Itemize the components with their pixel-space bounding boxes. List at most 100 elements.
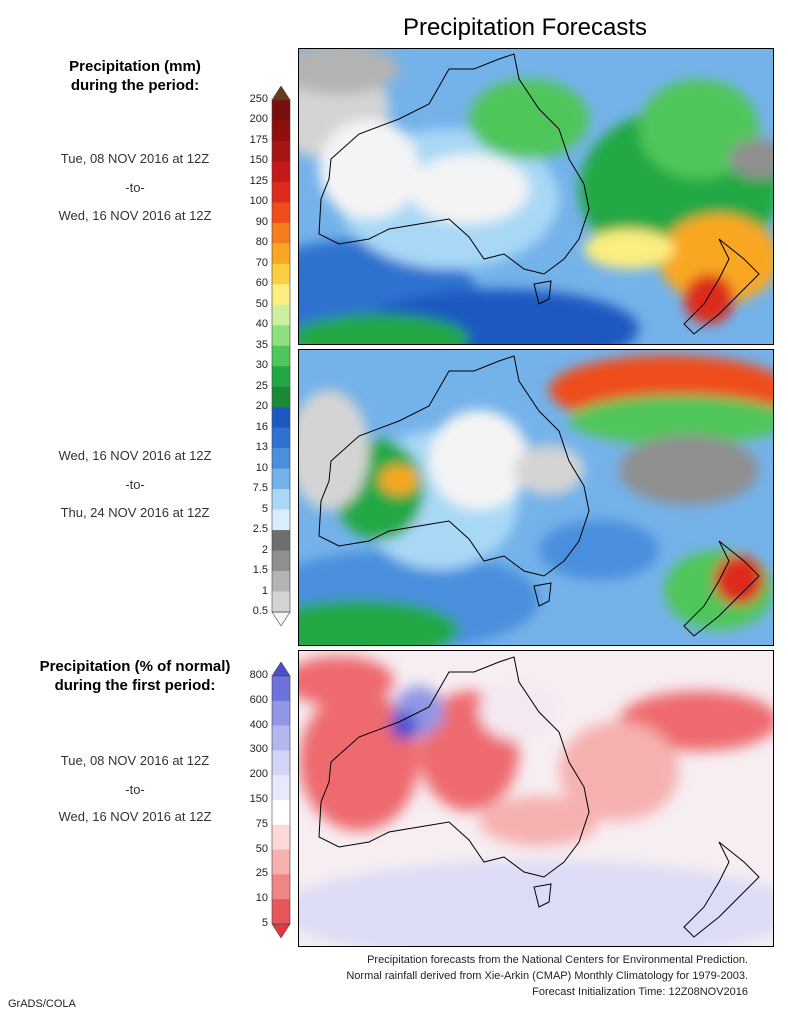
- precip-mm-colorbar-label: 5: [261, 502, 268, 515]
- precip-pct-colorbar-label: 150: [249, 793, 268, 805]
- precip-mm-colorbar-segment: [272, 120, 290, 142]
- precip-pct-heading: Precipitation (% of normal) during the f…: [0, 657, 270, 695]
- period2-end: Thu, 24 NOV 2016 at 12Z: [60, 505, 210, 520]
- precip-mm-colorbar-label: 16: [255, 420, 268, 433]
- precip-mm-colorbar-label: 80: [255, 236, 268, 249]
- precip-pct-colorbar-segment: [272, 800, 290, 826]
- footer-notes: Precipitation forecasts from the Nationa…: [346, 952, 748, 1000]
- precip-mm-colorbar-segment: [272, 386, 290, 408]
- precip-pct-colorbar-label: 50: [255, 842, 268, 855]
- precip-mm-heading: Precipitation (mm) during the period:: [0, 57, 270, 95]
- precip-pct-colorbar-label: 800: [249, 669, 268, 681]
- precip-pct-colorbar-label: 25: [255, 867, 268, 880]
- period1-start: Tue, 08 NOV 2016 at 12Z: [60, 151, 210, 166]
- precip-mm-colorbar-segment: [272, 161, 290, 183]
- period1-sep: -to-: [125, 180, 145, 195]
- precip-mm-colorbar-segment: [272, 263, 290, 285]
- precip-mm-colorbar-label: 25: [255, 379, 268, 392]
- precip-mm-colorbar-segment: [272, 550, 290, 572]
- precip-pct-colorbar-label: 600: [249, 693, 268, 706]
- period3-end: Wed, 16 NOV 2016 at 12Z: [58, 809, 212, 824]
- precip-mm-colorbar-label: 125: [249, 174, 268, 187]
- precip-mm-colorbar-label: 7.5: [252, 482, 268, 495]
- precip-mm-heading-line1: Precipitation (mm): [69, 58, 201, 75]
- precip-mm-colorbar-label: 50: [255, 297, 268, 310]
- precip-mm-colorbar-label: 175: [249, 133, 268, 146]
- period2-sep: -to-: [125, 477, 145, 492]
- precip-pct-colorbar-segment: [272, 750, 290, 776]
- precip-mm-colorbar-label: 40: [255, 318, 268, 331]
- precip-mm-colorbar-label: 100: [249, 195, 268, 208]
- precip-mm-colorbar-segment: [272, 366, 290, 388]
- precip-pct-colorbar-segment: [272, 874, 290, 900]
- precip-mm-colorbar-label: 2: [261, 543, 268, 556]
- map-panel-period1: [298, 48, 774, 345]
- precip-mm-colorbar-segment: [272, 591, 290, 613]
- precip-mm-colorbar-label: 200: [249, 113, 268, 126]
- precip-pct-colorbar: [225, 661, 295, 939]
- precip-pct-colorbar-label: 10: [255, 892, 268, 905]
- footer-line1: Precipitation forecasts from the Nationa…: [367, 954, 748, 966]
- page-title: Precipitation Forecasts: [402, 14, 648, 41]
- precip-mm-colorbar-label: 150: [249, 154, 268, 167]
- period3-start: Tue, 08 NOV 2016 at 12Z: [60, 753, 210, 768]
- period2-start: Wed, 16 NOV 2016 at 12Z: [58, 448, 212, 463]
- precip-mm-colorbar-segment: [272, 427, 290, 449]
- precip-mm-colorbar-segment: [272, 345, 290, 367]
- precip-pct-colorbar-segment: [272, 849, 290, 875]
- precip-mm-colorbar-segment: [272, 181, 290, 203]
- precip-pct-colorbar-segment: [272, 824, 290, 850]
- precip-pct-colorbar-label: 200: [249, 768, 268, 781]
- precip-mm-colorbar-segment: [272, 284, 290, 306]
- precip-mm-colorbar-segment: [272, 325, 290, 347]
- credit-label: GrADS/COLA: [8, 998, 76, 1010]
- australia-coastline-1: [318, 53, 590, 275]
- period3-sep: -to-: [125, 782, 145, 797]
- precip-pct-colorbar-top-cap: [271, 661, 291, 677]
- map-panel-percent-normal: [298, 650, 774, 947]
- precip-pct-heading-line2: during the first period:: [54, 677, 216, 694]
- precip-mm-colorbar-label: 2.5: [252, 523, 268, 536]
- precip-pct-colorbar-label: 300: [249, 743, 268, 756]
- precip-pct-colorbar-graphic: [271, 661, 291, 939]
- precip-mm-colorbar-segment: [272, 140, 290, 162]
- map-percent-normal-graphic: [299, 651, 773, 946]
- precip-mm-colorbar-segment: [272, 304, 290, 326]
- precip-pct-heading-line1: Precipitation (% of normal): [39, 658, 231, 675]
- precip-mm-colorbar-segment: [272, 489, 290, 510]
- precip-pct-colorbar-segment: [272, 775, 290, 801]
- precip-mm-colorbar: [225, 85, 295, 627]
- map-period1-graphic: [299, 49, 773, 344]
- precip-pct-colorbar-label: 75: [255, 817, 268, 830]
- precip-mm-colorbar-label: 60: [255, 277, 268, 290]
- precip-pct-colorbar-segment: [272, 676, 290, 702]
- precip-mm-colorbar-segment: [272, 407, 290, 428]
- precip-mm-colorbar-label: 20: [255, 400, 268, 413]
- precip-mm-colorbar-graphic: [271, 85, 291, 627]
- precip-mm-colorbar-label: 35: [255, 338, 268, 351]
- precip-mm-colorbar-label: 30: [255, 359, 268, 372]
- precip-mm-heading-line2: during the period:: [70, 77, 200, 94]
- australia-coastline-2: [318, 355, 590, 577]
- precip-pct-colorbar-label: 400: [249, 718, 268, 731]
- precip-pct-colorbar-label: 5: [261, 917, 268, 929]
- australia-coastline-3: [318, 656, 590, 878]
- footer-line2: Normal rainfall derived from Xie-Arkin (…: [346, 970, 748, 982]
- precip-mm-colorbar-segment: [272, 202, 290, 224]
- precip-mm-colorbar-segment: [272, 100, 290, 121]
- map-panel-period2: [298, 349, 774, 646]
- precip-mm-colorbar-segment: [272, 571, 290, 592]
- precip-mm-colorbar-segment: [272, 468, 290, 490]
- precip-pct-colorbar-segment: [272, 725, 290, 751]
- precip-mm-colorbar-label: 1: [261, 584, 268, 597]
- precip-pct-colorbar-segment: [272, 899, 290, 925]
- precip-mm-colorbar-segment: [272, 448, 290, 469]
- precip-pct-colorbar-bottom-cap: [271, 923, 291, 939]
- precip-mm-colorbar-segment: [272, 243, 290, 265]
- precip-mm-colorbar-label: 13: [255, 441, 268, 454]
- precip-mm-colorbar-segment: [272, 530, 290, 551]
- precip-mm-colorbar-label: 90: [255, 215, 268, 228]
- precip-pct-colorbar-segment: [272, 700, 290, 726]
- precip-mm-colorbar-segment: [272, 509, 290, 531]
- precip-mm-colorbar-label: 0.5: [252, 605, 268, 617]
